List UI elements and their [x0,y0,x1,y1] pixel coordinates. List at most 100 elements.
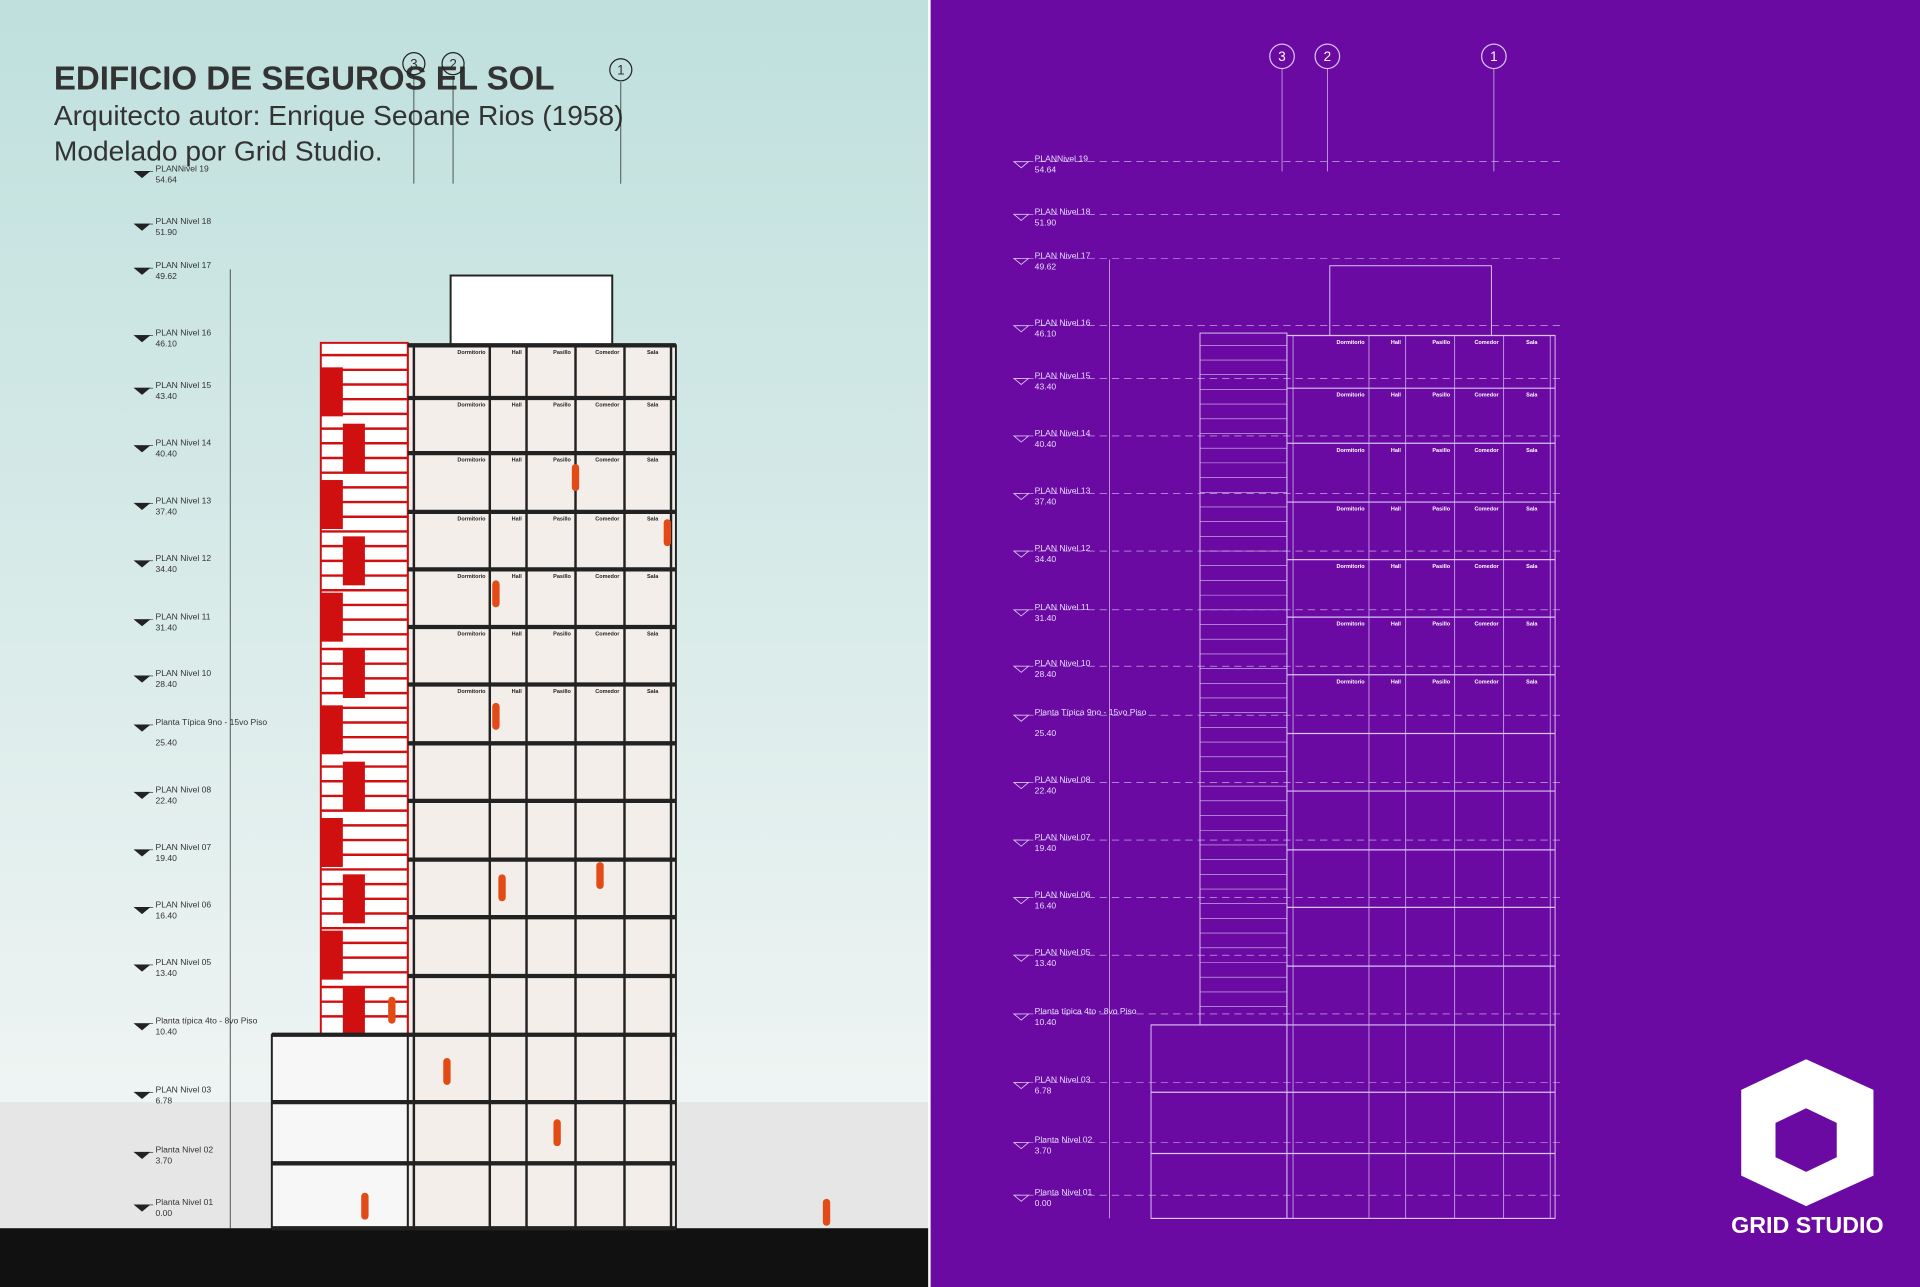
level-elevation: 3.70 [156,1155,173,1165]
level-elevation: 19.40 [1035,843,1057,853]
room-label: Comedor [595,403,620,409]
room-label: Sala [1526,564,1538,570]
room-label: Dormitorio [457,689,486,695]
title: EDIFICIO DE SEGUROS EL SOL [54,60,555,97]
room-label: Dormitorio [1337,340,1366,346]
room-label: Dormitorio [457,574,486,580]
level-name: PLAN Nivel 18 [1035,206,1091,216]
room-label: Hall [512,632,523,638]
room-label: Dormitorio [1337,393,1366,399]
room-label: Dormitorio [1337,622,1366,628]
level-name: PLAN Nivel 05 [156,957,212,967]
grid-axis-label: 3 [410,57,417,72]
room-label: Hall [1391,507,1402,513]
level-name: PLAN Nivel 06 [1035,890,1091,900]
figure [361,1192,369,1220]
level-name: PLAN Nivel 12 [156,553,212,563]
stair-flight [342,423,365,473]
level-elevation: 49.62 [1035,261,1057,271]
level-elevation: 28.40 [156,679,178,689]
room-label: Dormitorio [457,458,486,464]
figure [663,519,672,547]
room-label: Comedor [595,458,620,464]
level-elevation: 43.40 [1035,381,1057,391]
room-label: Sala [1526,679,1538,685]
room-label: Pasillo [553,516,571,522]
room-label: Comedor [1474,340,1499,346]
logo: GRID STUDIO [1731,1059,1884,1238]
room-label: Comedor [595,689,620,695]
room-label: Comedor [595,516,620,522]
level-elevation: 49.62 [156,271,178,281]
level-elevation: 34.40 [1035,554,1057,564]
grid-axis-bubble [402,52,426,76]
level-elevation: 37.40 [156,506,178,516]
room-label: Comedor [1474,564,1499,570]
room-label: Hall [1391,448,1402,454]
level-elevation: 40.40 [1035,439,1057,449]
level-name: PLANNivel 19 [156,163,210,173]
level-name: Planta típica 4to - 8vo Piso [156,1016,258,1026]
building-section: Dormitorio Hall Pasillo Comedor Sala Dormitor… [1012,43,1565,1220]
room-label: Sala [647,689,659,695]
level-name: PLAN Nivel 17 [156,260,212,270]
room-label: Pasillo [553,458,571,464]
grid-axis-label: 2 [449,57,456,72]
room-label: Dormitorio [1337,507,1366,513]
room-label: Hall [1391,679,1402,685]
level-name: PLAN Nivel 06 [156,899,212,909]
level-elevation: 34.40 [156,564,178,574]
room-label: Dormitorio [1337,448,1366,454]
room-label: Hall [512,350,523,356]
stair-flight [320,367,343,417]
grid-axis-bubble [441,52,465,76]
room-label: Comedor [1474,622,1499,628]
level-name: Planta típica 4to - 8vo Piso [1035,1006,1137,1016]
level-elevation: 46.10 [1035,329,1057,339]
grid-axis-bubble [609,58,633,82]
room-label: Hall [1391,564,1402,570]
level-name: PLAN Nivel 18 [156,216,212,226]
level-elevation: 51.90 [156,227,178,237]
room-label: Sala [1526,622,1538,628]
subtitle: Arquitecto autor: Enrique Seoane Rios (1… [54,100,624,131]
room-label: Pasillo [1432,679,1450,685]
room-label: Sala [1526,507,1538,513]
level-elevation: 10.40 [1035,1017,1057,1027]
room-label: Pasillo [1432,507,1450,513]
stair-flight [342,986,365,1036]
room-label: Hall [1391,393,1402,399]
podium [270,1033,409,1230]
level-elevation: 25.40 [156,738,178,748]
grid-axis-label: 2 [1324,49,1331,64]
level-name: Planta Típica 9no - 15vo Piso [1035,707,1147,717]
credit: Modelado por Grid Studio. [54,135,383,166]
room-label: Hall [512,516,523,522]
level-elevation: 40.40 [156,449,178,459]
level-name: PLAN Nivel 11 [156,612,211,622]
room-label: Pasillo [1432,393,1450,399]
room-label: Comedor [595,632,620,638]
level-elevation: 16.40 [156,910,178,920]
level-elevation: 6.78 [156,1095,173,1105]
level-name: PLAN Nivel 10 [156,668,212,678]
room-label: Dormitorio [457,516,486,522]
level-name: PLAN Nivel 08 [1035,774,1091,784]
figure [492,702,500,730]
level-elevation: 13.40 [156,968,178,978]
level-elevation: 31.40 [1035,613,1057,623]
level-elevation: 31.40 [156,623,178,633]
room-label: Dormitorio [457,403,486,409]
level-name: PLANNivel 19 [1035,154,1089,164]
level-name: PLAN Nivel 07 [1035,832,1091,842]
figure [443,1058,451,1085]
figure [596,862,604,890]
room-label: Pasillo [553,350,571,356]
level-name: PLAN Nivel 15 [156,380,212,390]
room-label: Sala [647,574,659,580]
level-elevation: 13.40 [1035,958,1057,968]
figure [571,464,580,492]
level-name: PLAN Nivel 16 [1035,318,1091,328]
